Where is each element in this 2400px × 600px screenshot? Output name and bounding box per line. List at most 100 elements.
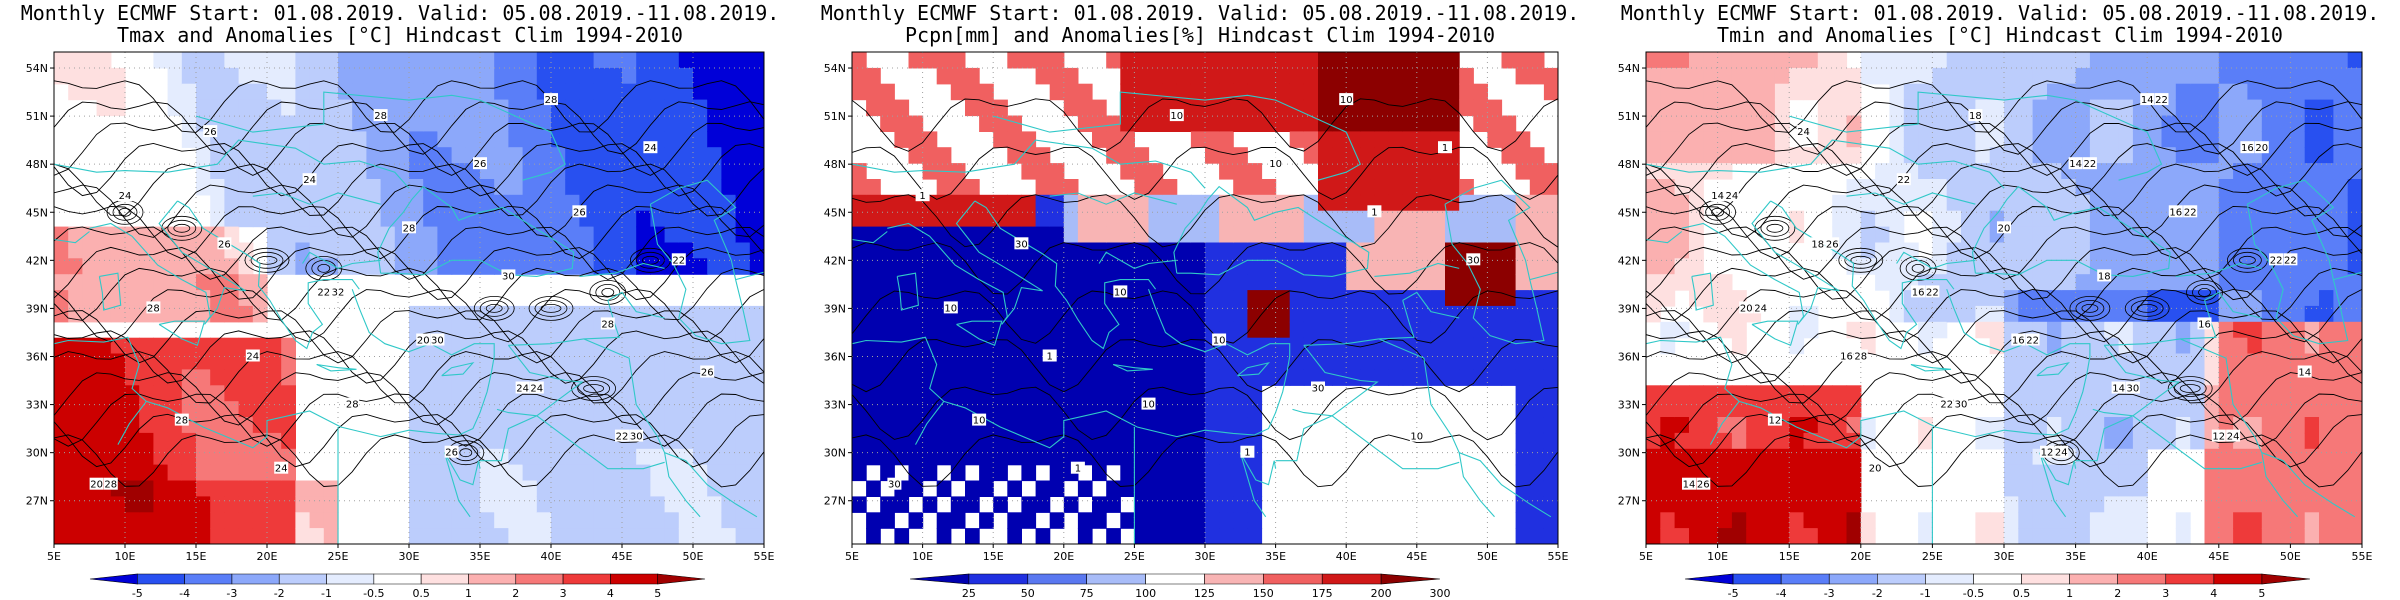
coastline bbox=[664, 452, 701, 518]
field-cell bbox=[1903, 258, 1919, 275]
field-cell bbox=[593, 131, 609, 148]
field-cell bbox=[1975, 131, 1991, 148]
country-border bbox=[1049, 192, 1177, 205]
country-border bbox=[2179, 338, 2263, 453]
field-cell bbox=[551, 147, 566, 164]
field-cell bbox=[1007, 417, 1022, 434]
field-cell bbox=[1219, 163, 1234, 180]
field-cell bbox=[139, 528, 154, 544]
field-cell bbox=[1487, 210, 1503, 228]
field-cell bbox=[1932, 147, 1948, 164]
field-cell bbox=[267, 432, 282, 450]
coastline bbox=[1147, 289, 1291, 357]
field-cell bbox=[1889, 131, 1905, 148]
field-cell bbox=[1416, 226, 1432, 244]
field-cell bbox=[196, 274, 211, 291]
field-cell bbox=[1416, 131, 1432, 148]
field-cell bbox=[1717, 147, 1733, 164]
field-cell bbox=[1233, 115, 1248, 132]
contour-label-text: 10 bbox=[1170, 111, 1183, 122]
field-cell bbox=[1989, 179, 2005, 196]
field-cell bbox=[1049, 369, 1065, 386]
field-cell bbox=[1077, 353, 1093, 370]
field-cell bbox=[1989, 528, 2005, 544]
field-cell bbox=[1689, 83, 1704, 101]
field-cell bbox=[125, 528, 140, 544]
field-cell bbox=[1021, 131, 1037, 148]
field-cell bbox=[82, 417, 98, 434]
field-cell bbox=[1918, 131, 1933, 148]
field-cell bbox=[1134, 305, 1150, 323]
field-cell bbox=[2047, 147, 2062, 164]
field-cell bbox=[1134, 528, 1150, 544]
field-cell bbox=[267, 83, 282, 101]
contour-loop bbox=[601, 287, 615, 297]
field-cell bbox=[480, 242, 495, 259]
field-cell bbox=[153, 417, 169, 434]
field-cell bbox=[2347, 337, 2362, 355]
contour-label-text: 22 bbox=[616, 432, 629, 443]
field-cell bbox=[2333, 210, 2349, 228]
field-cell bbox=[1832, 464, 1848, 482]
field-cell bbox=[636, 353, 651, 370]
field-cell bbox=[1529, 528, 1545, 544]
contour-label-text: 16 bbox=[1912, 287, 1925, 298]
field-cell bbox=[1374, 83, 1390, 101]
field-cell bbox=[1021, 163, 1037, 180]
field-cell bbox=[423, 147, 438, 164]
field-cell bbox=[1529, 163, 1545, 180]
field-cell bbox=[607, 369, 623, 386]
field-cell bbox=[366, 226, 382, 244]
field-cell bbox=[707, 258, 722, 275]
contour-label: 28 bbox=[373, 109, 388, 122]
field-cell bbox=[1703, 99, 1719, 117]
field-cell bbox=[1092, 369, 1107, 386]
field-cell bbox=[522, 464, 538, 482]
field-cell bbox=[908, 385, 924, 402]
field-cell bbox=[1303, 226, 1319, 244]
field-cell bbox=[1077, 512, 1093, 529]
field-cell bbox=[894, 210, 910, 228]
field-cell bbox=[309, 83, 325, 101]
field-cell bbox=[1205, 274, 1220, 291]
contour-label-bg bbox=[2197, 317, 2212, 330]
country-border bbox=[583, 338, 666, 453]
field-cell bbox=[607, 401, 623, 418]
field-cell bbox=[1803, 385, 1819, 402]
field-cell bbox=[1487, 242, 1503, 259]
field-cell bbox=[2233, 179, 2248, 196]
field-cell bbox=[1388, 290, 1404, 307]
contour-label: 30 bbox=[2125, 381, 2140, 395]
field-cell bbox=[281, 353, 296, 370]
contour-label-bg bbox=[2297, 365, 2312, 378]
field-cell bbox=[1148, 274, 1164, 291]
field-cell bbox=[1318, 194, 1333, 212]
field-cell bbox=[908, 115, 924, 132]
field-cell bbox=[607, 417, 623, 434]
field-cell bbox=[880, 448, 895, 466]
field-cell bbox=[2290, 99, 2306, 117]
field-cell bbox=[593, 464, 609, 482]
field-cell bbox=[2333, 67, 2349, 85]
field-cell bbox=[2075, 528, 2091, 544]
field-cell bbox=[2047, 305, 2062, 323]
field-cell bbox=[1774, 147, 1790, 164]
contour-label-text: 1 bbox=[1244, 448, 1250, 459]
field-cell bbox=[1049, 226, 1065, 244]
field-cell bbox=[936, 321, 952, 339]
field-cell bbox=[1889, 67, 1905, 85]
field-cell bbox=[2118, 52, 2134, 69]
field-cell bbox=[593, 52, 609, 69]
field-cell bbox=[1120, 432, 1135, 450]
field-cell bbox=[979, 432, 994, 450]
field-cell bbox=[1120, 194, 1135, 212]
field-cell bbox=[551, 179, 566, 196]
field-cell bbox=[1332, 258, 1347, 275]
field-cell bbox=[2333, 528, 2349, 544]
field-cell bbox=[423, 194, 438, 212]
field-cell bbox=[1689, 52, 1704, 69]
field-cell bbox=[480, 52, 495, 69]
field-cell bbox=[965, 448, 980, 466]
field-cell bbox=[1846, 67, 1862, 85]
panel-title-line1: Monthly ECMWF Start: 01.08.2019. Valid: … bbox=[1620, 1, 2380, 25]
